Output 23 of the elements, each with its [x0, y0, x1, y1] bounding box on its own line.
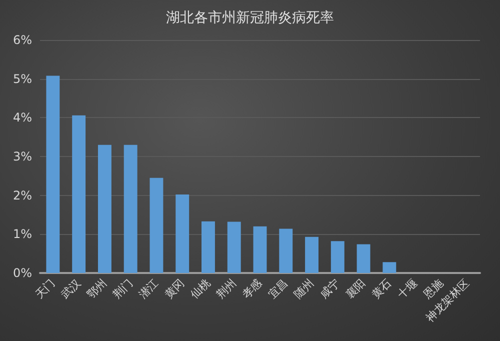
y-tick-label: 2%	[12, 188, 32, 202]
y-tick-label: 4%	[12, 110, 32, 125]
x-tick-label: 仙桃	[188, 276, 213, 302]
x-tick-label: 黄石	[369, 276, 394, 302]
y-tick-label: 1%	[12, 227, 32, 242]
x-tick-label: 十堰	[395, 276, 420, 302]
x-tick-label: 襄阳	[343, 276, 368, 302]
x-tick-label: 咸宁	[317, 276, 342, 302]
x-tick-label: 荆门	[110, 276, 136, 302]
x-tick-label: 黄冈	[162, 276, 187, 302]
y-tick-label: 0%	[12, 266, 32, 280]
chart-title: 湖北各市州新冠肺炎病死率	[166, 10, 334, 26]
x-tick-label: 鄂州	[84, 276, 110, 302]
x-tick-label: 荆州	[214, 276, 239, 302]
y-tick-label: 6%	[12, 33, 32, 47]
x-tick-label: 宜昌	[266, 276, 290, 302]
y-tick-label: 3%	[12, 150, 32, 164]
y-tick-label: 5%	[12, 72, 32, 86]
x-tick-label: 潜江	[136, 276, 162, 302]
x-tick-label: 天门	[32, 276, 58, 302]
x-tick-label: 武汉	[58, 276, 84, 302]
x-tick-label: 孝感	[240, 276, 265, 302]
x-tick-label: 随州	[292, 276, 316, 302]
